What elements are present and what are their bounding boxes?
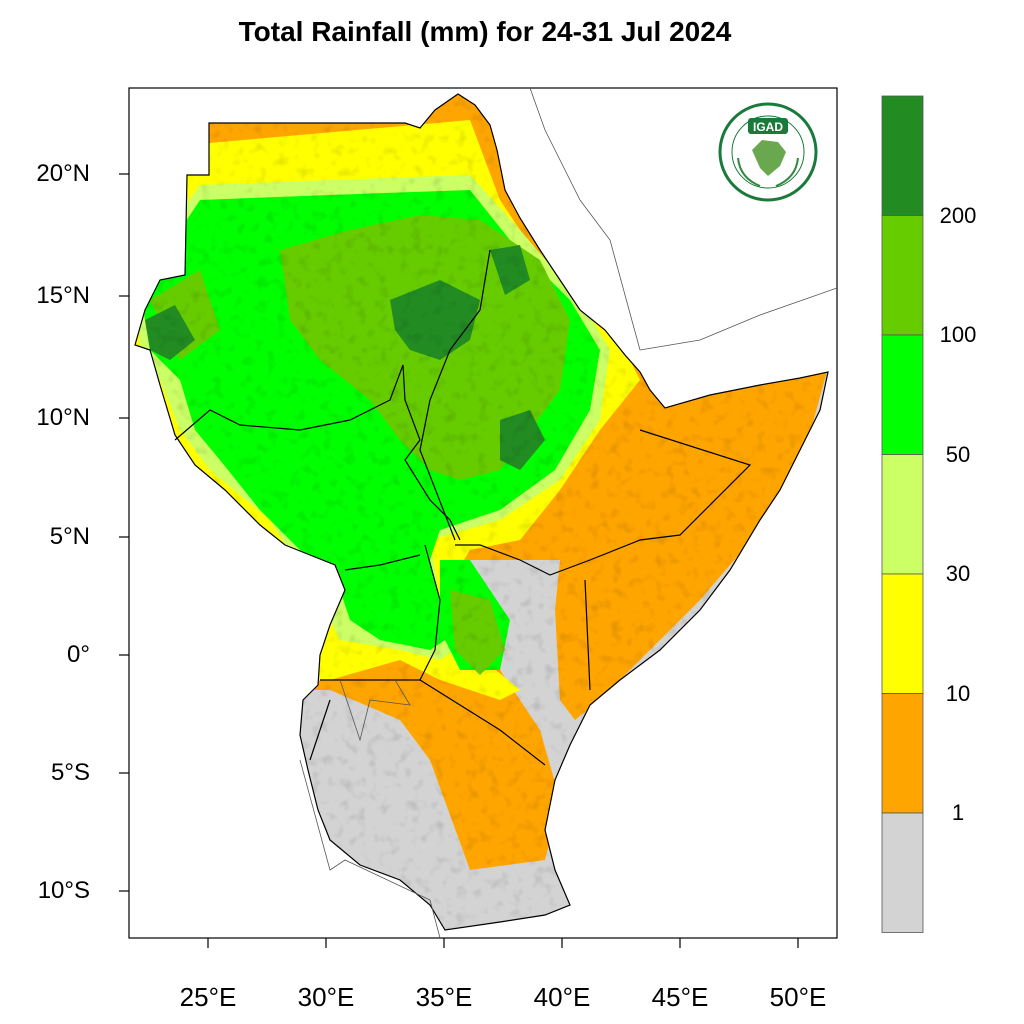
legend-swatch-3 [881,454,924,575]
legend-label-50: 50 [945,442,971,467]
lat-label-10n: 10°N [36,404,90,431]
legend-label-10: 10 [945,681,971,706]
border-tanzania-north [320,679,546,766]
legend-swatch-1 [881,215,924,336]
border-uganda-south-sudan [344,554,421,571]
legend-label-30: 30 [945,561,971,586]
africa-icon [752,140,786,176]
legend-swatch-5 [881,693,924,814]
legend-bar [881,95,924,933]
lat-label-0: 0° [67,641,90,668]
border-uganda-kenya [419,544,441,681]
country-borders [174,249,752,766]
legend-swatch-0 [881,95,924,216]
logo-badge [748,118,788,134]
legend-swatch-4 [881,573,924,694]
tanzania-west-border [299,759,441,938]
laurel-left-icon [737,157,761,187]
border-kenya-somalia [584,579,591,691]
logo-acronym: IGAD [753,120,783,134]
map-title: Total Rainfall (mm) for 24-31 Jul 2024 [238,16,732,47]
lat-label-10s: 10°S [37,877,90,904]
border-rwanda-burundi [309,699,331,761]
lat-label-5n: 5°N [49,523,90,550]
arabia-coast [639,287,837,351]
lon-label-45e: 45°E [651,982,709,1012]
lat-label-20n: 20°N [36,160,90,187]
laurel-right-icon [775,157,799,187]
border-sudan-south-sudan [174,364,461,541]
border-ethiopia-sudan [419,249,491,541]
legend-label-1: 1 [951,800,965,825]
lon-label-25e: 25°E [179,982,237,1012]
legend-swatch-6 [881,812,924,933]
lake-victoria [339,679,411,742]
border-ethiopia-kenya [455,429,752,576]
igad-logo: IGAD [718,102,818,202]
lat-label-5s: 5°S [51,759,90,786]
lon-label-30e: 30°E [297,982,355,1012]
lon-label-50e: 50°E [769,982,827,1012]
legend-swatch-2 [881,334,924,455]
lon-label-40e: 40°E [533,982,591,1012]
lat-label-15n: 15°N [36,282,90,309]
neighbour-lines [299,88,837,938]
red-sea-coast [529,88,641,351]
legend-label-100: 100 [939,322,977,347]
legend-label-200: 200 [939,203,977,228]
axis-ticks [119,173,799,948]
lon-label-35e: 35°E [415,982,473,1012]
